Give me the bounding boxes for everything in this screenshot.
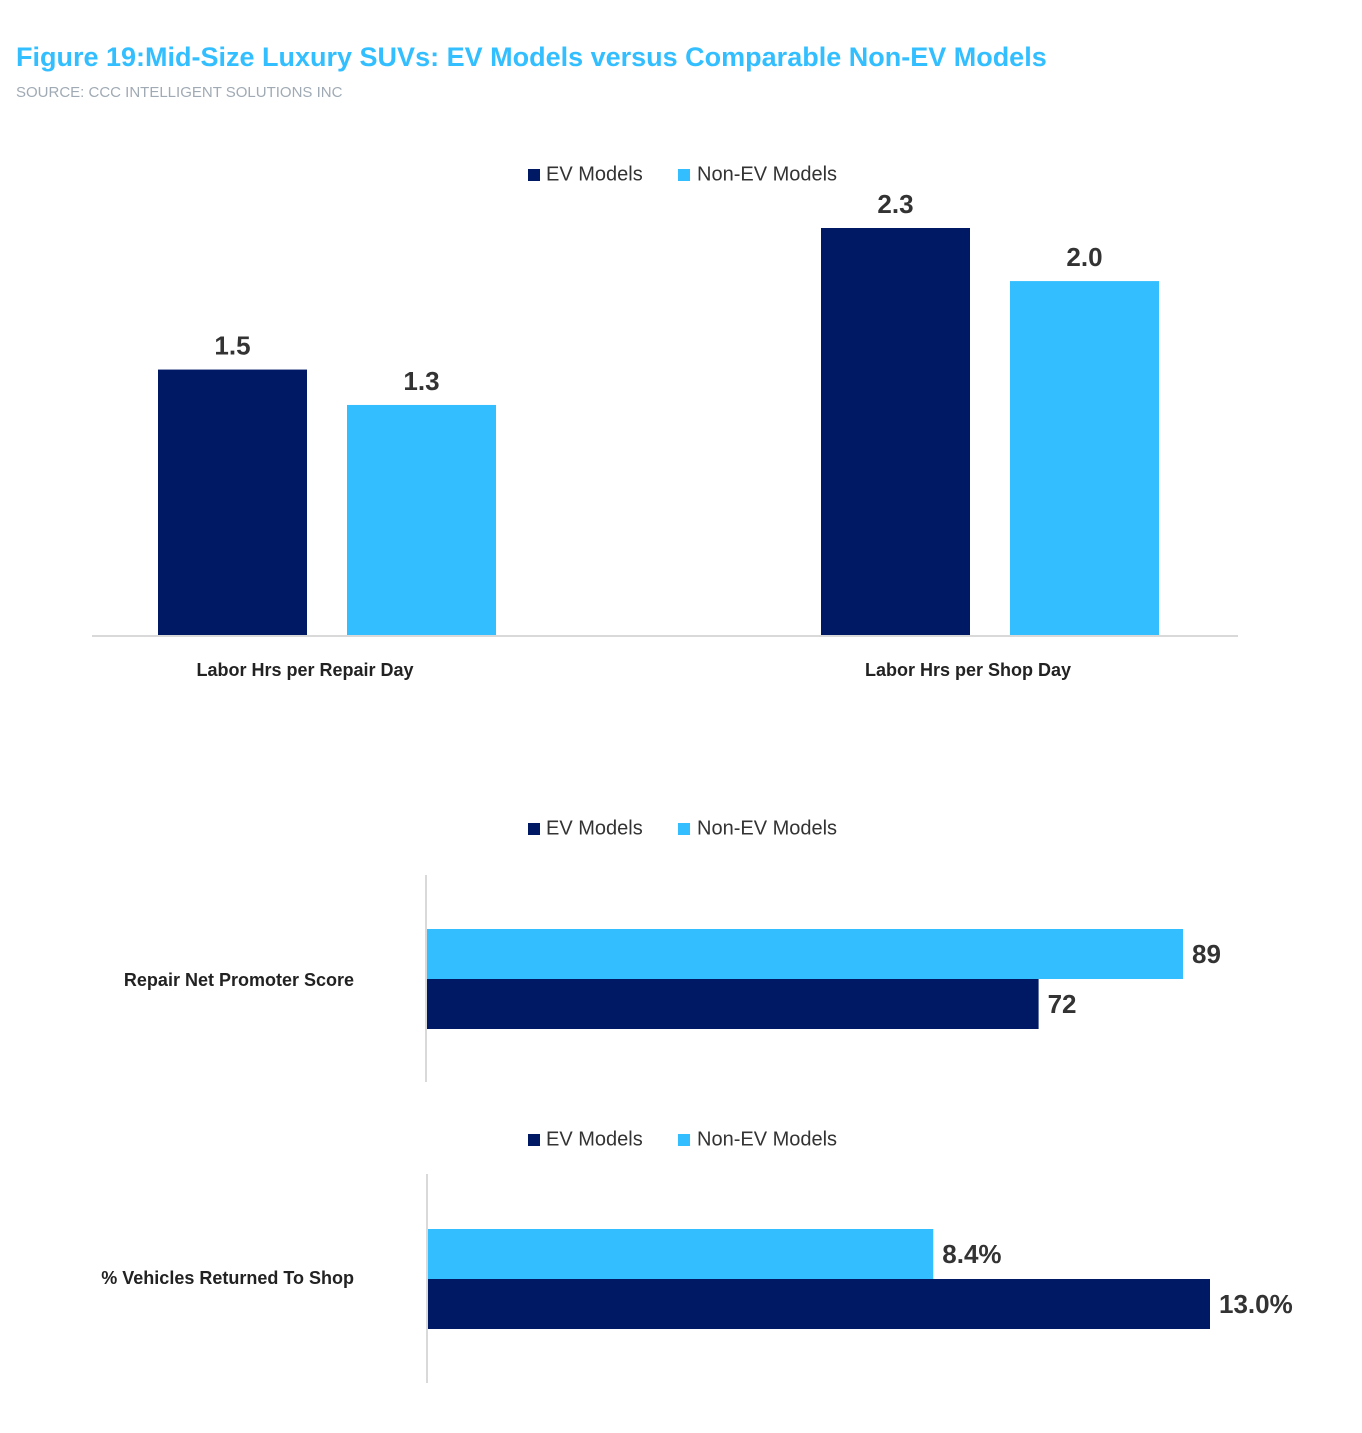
legend-label: Non-EV Models [697, 817, 837, 839]
bar [427, 929, 1183, 979]
category-label: Labor Hrs per Shop Day [865, 660, 1071, 680]
bar [347, 404, 496, 635]
category-label: Labor Hrs per Repair Day [196, 660, 413, 680]
legend-swatch [678, 823, 690, 835]
value-label: 8.4% [942, 1239, 1001, 1269]
figure-source: SOURCE: CCC INTELLIGENT SOLUTIONS INC [16, 84, 343, 101]
legend-swatch [678, 1134, 690, 1146]
bar [1010, 281, 1159, 635]
legend-label: Non-EV Models [697, 163, 837, 185]
figure-title: Figure 19:Mid-Size Luxury SUVs: EV Model… [16, 42, 1047, 72]
bar [158, 369, 307, 635]
category-label: % Vehicles Returned To Shop [101, 1268, 354, 1288]
legend-label: EV Models [546, 1128, 643, 1150]
legend-swatch [528, 169, 540, 181]
value-label: 2.3 [877, 189, 913, 219]
legend-label: EV Models [546, 163, 643, 185]
legend-swatch [678, 169, 690, 181]
value-label: 72 [1048, 989, 1077, 1019]
value-label: 1.3 [403, 366, 439, 396]
legend-label: EV Models [546, 817, 643, 839]
value-label: 2.0 [1066, 242, 1102, 272]
value-label: 1.5 [214, 330, 250, 360]
legend-swatch [528, 1134, 540, 1146]
legend-label: Non-EV Models [697, 1128, 837, 1150]
category-label: Repair Net Promoter Score [124, 970, 354, 990]
value-label: 13.0% [1219, 1289, 1293, 1319]
bar [427, 979, 1039, 1029]
value-label: 89 [1192, 939, 1221, 969]
bar [821, 228, 970, 635]
legend-swatch [528, 823, 540, 835]
bar [428, 1229, 934, 1279]
bar [428, 1279, 1210, 1329]
